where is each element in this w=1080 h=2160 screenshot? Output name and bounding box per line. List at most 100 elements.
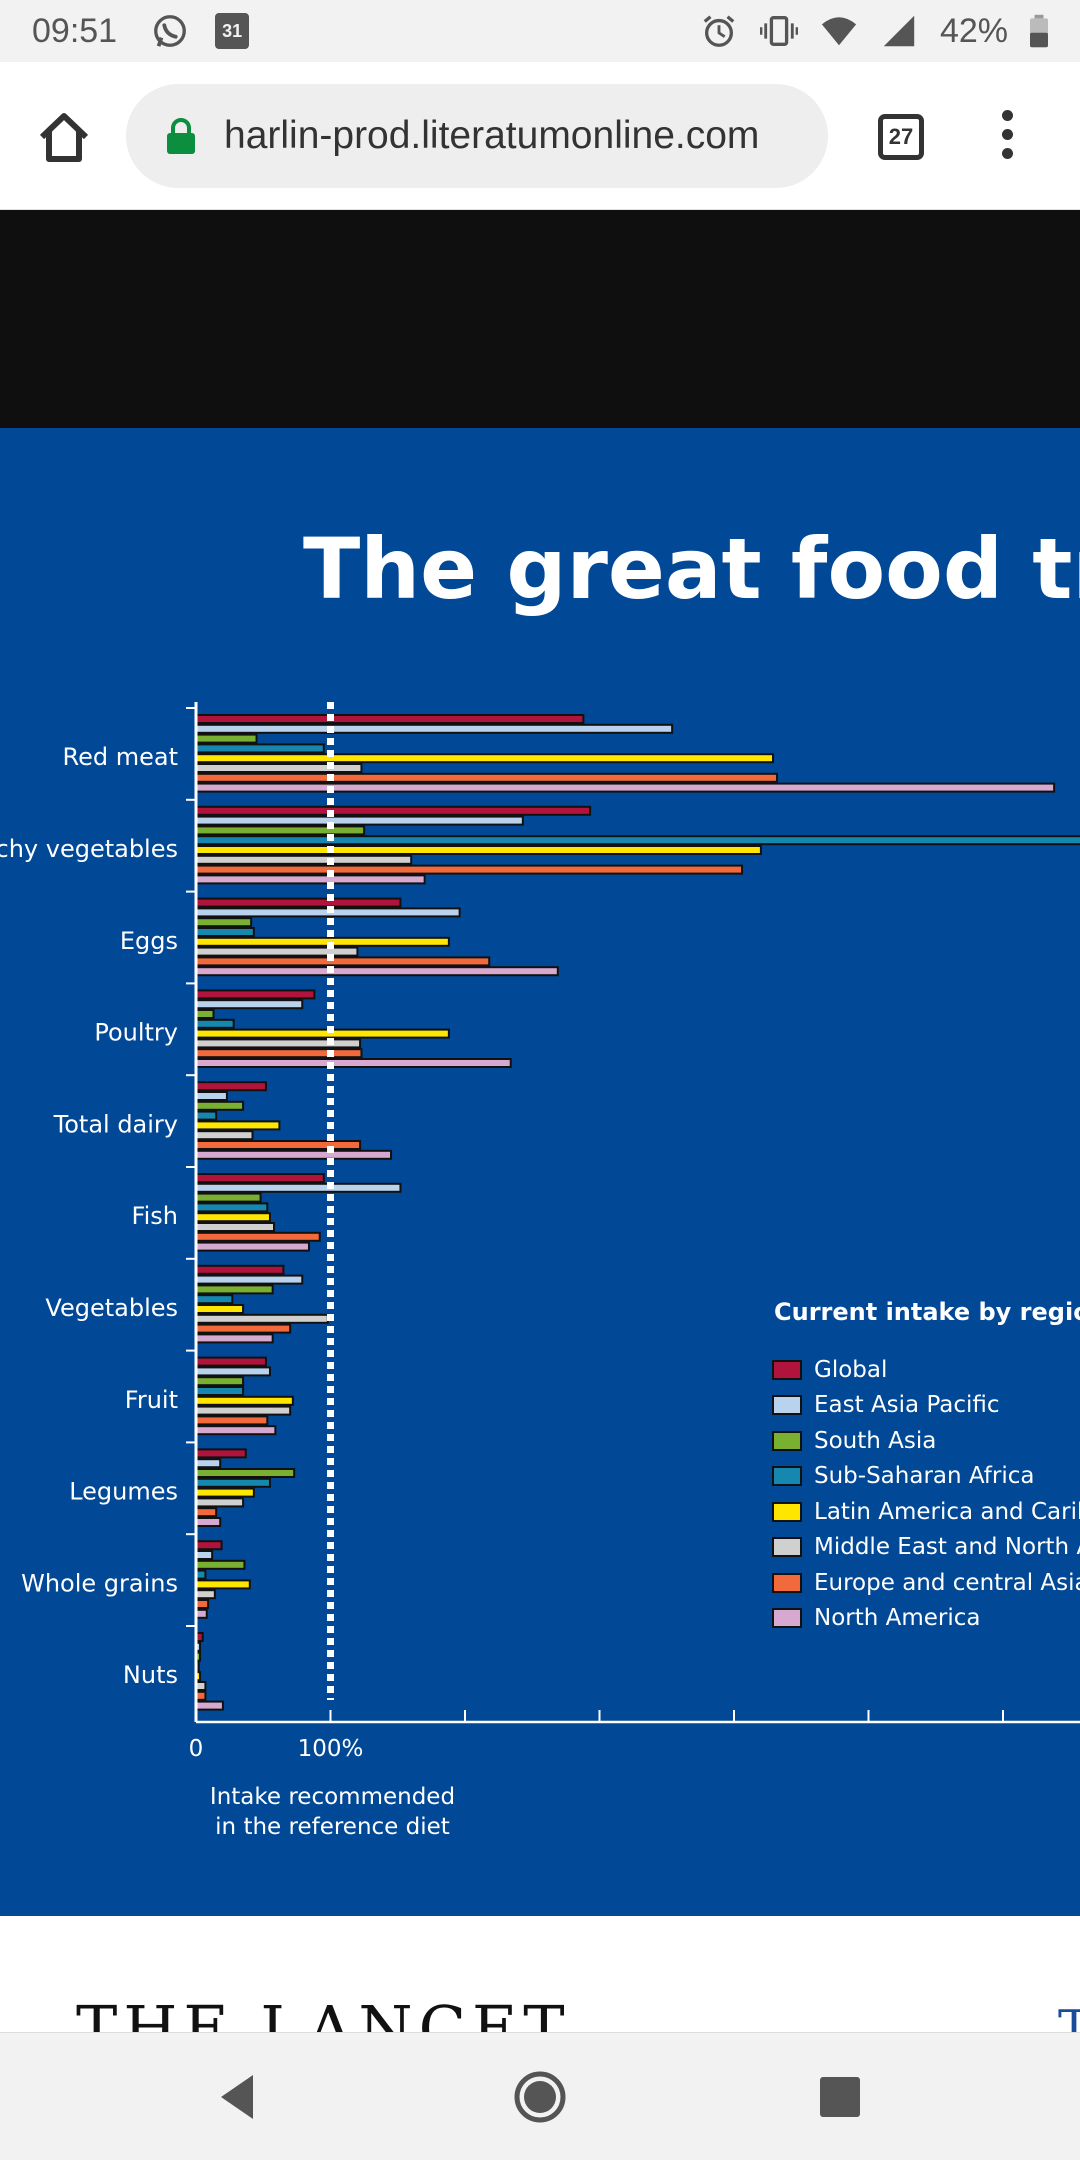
footer-right-text: T	[1058, 2000, 1080, 2032]
reference-caption-line2: in the reference diet	[215, 1814, 450, 1840]
home-icon[interactable]	[34, 107, 94, 167]
bar-fruit-8	[195, 1425, 277, 1436]
bar-fish-7	[195, 1231, 321, 1242]
url-text[interactable]: harlin-prod.literatumonline.com	[224, 114, 760, 157]
bar-legumes-8	[195, 1517, 222, 1527]
bar-vegetables-4	[195, 1294, 234, 1305]
legend-label: North America	[814, 1605, 981, 1632]
intake-bar-chart: Red meat archy vegetables Eggs Poultry Total…	[0, 702, 1080, 1840]
bar-eggs-8	[195, 966, 559, 977]
bar-whole-grains-1	[195, 1540, 223, 1551]
bar-legumes-6	[195, 1497, 245, 1508]
back-icon[interactable]	[207, 2065, 271, 2129]
whatsapp-icon	[154, 15, 187, 47]
bar-total-dairy-6	[195, 1130, 254, 1141]
legend-label: Middle East and North Africa	[814, 1534, 1080, 1561]
bar-poultry-1	[195, 989, 316, 1000]
category-label: Whole grains	[21, 1569, 178, 1597]
bar-fruit-2	[195, 1366, 271, 1377]
bar-total-dairy-5	[195, 1120, 281, 1131]
bar-fruit-3	[195, 1376, 245, 1387]
bar-starchy-vegetables-1	[195, 805, 592, 816]
infographic-panel: The great food trans Red meat archy veget…	[0, 428, 1080, 1916]
bar-vegetables-3	[195, 1284, 274, 1295]
bar-red-meat-6	[195, 763, 363, 773]
bar-legumes-2	[195, 1458, 222, 1469]
bar-eggs-7	[195, 956, 491, 967]
bar-total-dairy-8	[195, 1149, 393, 1160]
tabs-button[interactable]: 27	[878, 114, 924, 160]
category-label: Fruit	[125, 1386, 178, 1414]
bar-starchy-vegetables-2	[195, 815, 524, 826]
legend-item: Latin America and Caribbean	[772, 1494, 1080, 1530]
bar-poultry-6	[195, 1038, 362, 1049]
legend-item: Middle East and North Africa	[772, 1530, 1080, 1566]
bar-legumes-7	[195, 1507, 218, 1518]
bar-fish-1	[195, 1173, 325, 1183]
legend-item: South Asia	[772, 1423, 1080, 1459]
category-label: Vegetables	[45, 1294, 178, 1322]
bar-poultry-4	[195, 1018, 235, 1029]
bar-red-meat-8	[195, 782, 1056, 793]
bar-legumes-1	[195, 1448, 247, 1459]
legend-item: Global	[772, 1352, 1080, 1388]
bar-legumes-3	[195, 1468, 296, 1478]
bar-total-dairy-4	[195, 1110, 218, 1121]
reference-caption-line1: Intake recommended	[210, 1784, 455, 1810]
legend-item: North America	[772, 1601, 1080, 1637]
bar-vegetables-6	[195, 1313, 329, 1324]
legend-swatch	[772, 1608, 802, 1629]
bar-vegetables-7	[195, 1323, 292, 1334]
bar-total-dairy-7	[195, 1140, 362, 1150]
legend-item: East Asia Pacific	[772, 1388, 1080, 1424]
signal-icon	[883, 15, 915, 47]
chart-legend: Global East Asia Pacific South Asia Sub-Sah…	[772, 1352, 1080, 1636]
legend-swatch	[772, 1572, 802, 1593]
bar-total-dairy-2	[195, 1091, 228, 1101]
bar-total-dairy-3	[195, 1100, 245, 1111]
bar-fruit-4	[195, 1386, 245, 1396]
legend-swatch	[772, 1466, 802, 1487]
bar-starchy-vegetables-6	[195, 854, 413, 865]
category-label: Red meat	[63, 743, 179, 771]
bar-eggs-1	[195, 897, 402, 908]
bar-poultry-3	[195, 1009, 215, 1019]
bar-red-meat-5	[195, 753, 775, 764]
bar-legumes-5	[195, 1487, 255, 1498]
url-bar[interactable]: harlin-prod.literatumonline.com	[126, 84, 828, 188]
footer-area: THE LANCET T	[0, 1916, 1080, 2032]
bar-vegetables-2	[195, 1274, 304, 1285]
calendar-day: 31	[222, 21, 243, 41]
bar-whole-grains-5	[195, 1579, 251, 1590]
category-label: Poultry	[94, 1019, 178, 1047]
wifi-icon	[821, 17, 857, 46]
bar-whole-grains-6	[195, 1589, 216, 1600]
bar-fish-6	[195, 1222, 276, 1232]
bar-red-meat-4	[195, 743, 325, 754]
legend-swatch	[772, 1359, 802, 1380]
legend-swatch	[772, 1430, 802, 1451]
bar-starchy-vegetables-8	[195, 874, 426, 885]
home-circle-icon[interactable]	[508, 2065, 572, 2129]
bar-vegetables-5	[195, 1304, 245, 1314]
bar-fruit-7	[195, 1415, 269, 1426]
bar-fish-2	[195, 1182, 402, 1193]
bar-nuts-8	[195, 1700, 224, 1711]
battery-percent: 42%	[939, 11, 1008, 50]
bar-vegetables-1	[195, 1264, 285, 1275]
bar-eggs-3	[195, 917, 253, 928]
bar-poultry-5	[195, 1028, 450, 1039]
legend-item: Europe and central Asia	[772, 1565, 1080, 1601]
status-bar: 09:51 31 42%	[0, 0, 1080, 62]
category-label: archy vegetables	[0, 835, 178, 863]
bar-starchy-vegetables-5	[195, 845, 762, 855]
recents-icon[interactable]	[808, 2065, 872, 2129]
alarm-icon	[703, 15, 735, 47]
bar-starchy-vegetables-7	[195, 864, 744, 875]
menu-icon[interactable]	[990, 110, 1024, 166]
vibrate-icon	[759, 16, 798, 46]
legend-swatch	[772, 1395, 802, 1416]
bar-red-meat-7	[195, 772, 779, 783]
category-label: Total dairy	[53, 1110, 178, 1138]
legend-label: Sub-Saharan Africa	[814, 1463, 1035, 1490]
